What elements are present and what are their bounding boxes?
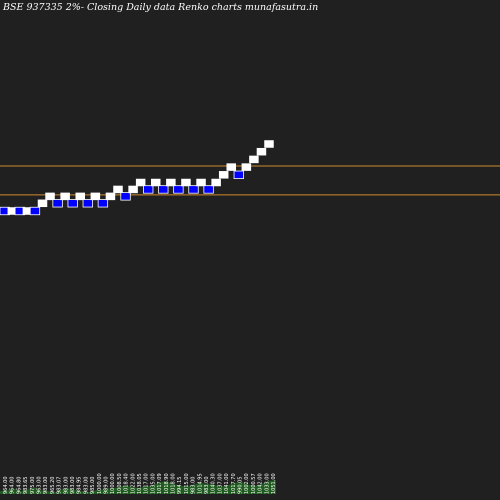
x-tick-label: 965.20 [50,477,56,495]
x-tick-label: 1014.95 [197,473,203,494]
x-tick-label: 983.00 [83,477,89,495]
x-tick-label: 983.00 [70,477,76,495]
x-tick-label: 1022.00 [130,473,136,494]
renko-brick-up [249,155,259,164]
renko-brick-down [120,192,131,201]
renko-brick-up [196,178,206,187]
renko-brick-up [256,147,267,156]
renko-brick-up [241,163,252,171]
renko-brick-down [29,206,41,216]
x-tick-label: 1018.00 [171,473,177,494]
x-tick-label: 994.15 [177,477,183,495]
renko-brick-up [211,178,221,187]
renko-brick-up [90,192,101,201]
renko-brick-up [22,207,33,215]
renko-brick-up [264,140,274,148]
renko-brick-down [67,199,78,208]
x-tick-label: 983.00 [204,477,210,495]
x-tick-label: 1000.00 [97,473,103,494]
renko-brick-up [128,185,138,194]
x-tick-label: 983.00 [191,477,197,495]
x-tick-label: 989.00 [104,477,110,495]
x-tick-label: 983.07 [57,477,63,495]
x-tick-label: 985.00 [90,477,96,495]
x-tick-label: 964.00 [10,477,16,495]
x-tick-label: 1000.00 [110,473,116,494]
renko-brick-down [82,199,93,208]
x-tick-label: 1042.00 [258,473,264,494]
renko-brick-down [97,199,109,208]
renko-brick-up [45,192,55,201]
x-tick-label: 1051.00 [271,473,277,494]
x-axis-labels: 964.00 964.00 964.80 983.65 975.00 963.00 983.… [3,473,277,494]
x-tick-label: 983.65 [23,477,29,495]
x-tick-label: 1017.00 [144,473,150,494]
renko-brick-down [233,170,244,179]
renko-brick-down [173,185,184,194]
renko-brick-up [181,178,191,187]
renko-brick-up [37,199,48,208]
renko-brick-up [113,185,123,194]
renko-brick-up [218,171,229,179]
x-tick-label: 1018.40 [124,473,130,494]
x-tick-label: 1018.90 [164,473,170,494]
renko-brick-down [52,199,63,208]
x-tick-label: 1017.70 [231,473,237,494]
x-tick-label: 984.95 [77,477,83,495]
renko-brick-up [7,207,18,215]
x-tick-label: 963.00 [37,477,43,495]
renko-brick-down [143,185,154,194]
x-tick-label: 964.00 [3,477,9,495]
volume-shape [0,480,276,494]
renko-brick-up [166,178,176,187]
x-tick-label: 1008.50 [117,473,123,494]
renko-brick-up [105,192,116,201]
x-tick-label: 964.80 [16,477,22,495]
x-tick-label: 990.05 [238,477,244,495]
x-tick-label: 983.00 [43,477,49,495]
renko-bricks [0,140,274,216]
x-tick-label: 1017.09 [157,473,163,494]
chart-title: BSE 937335 2%- Closing Daily data Renko … [3,2,319,13]
x-tick-label: 1037.00 [217,473,223,494]
renko-brick-up [151,178,161,187]
renko-brick-up [60,192,70,201]
renko-brick-down [158,185,169,194]
renko-brick-down [203,185,214,194]
x-tick-label: 1000.57 [251,473,257,494]
x-tick-label: 1033.00 [264,473,270,494]
renko-brick-down [188,185,199,194]
x-tick-label: 1015.00 [184,473,190,494]
x-tick-label: 983.00 [63,477,69,495]
x-tick-label: 1040.30 [211,473,217,494]
x-tick-label: 975.00 [30,477,36,495]
x-tick-label: 1035.00 [150,473,156,494]
renko-brick-up [135,178,146,187]
x-tick-label: 1002.00 [244,473,250,494]
x-tick-label: 1041.00 [224,473,230,494]
x-tick-label: 1038.05 [137,473,143,494]
renko-brick-up [226,163,236,171]
renko-brick-up [75,192,85,201]
volume-area [0,480,276,494]
